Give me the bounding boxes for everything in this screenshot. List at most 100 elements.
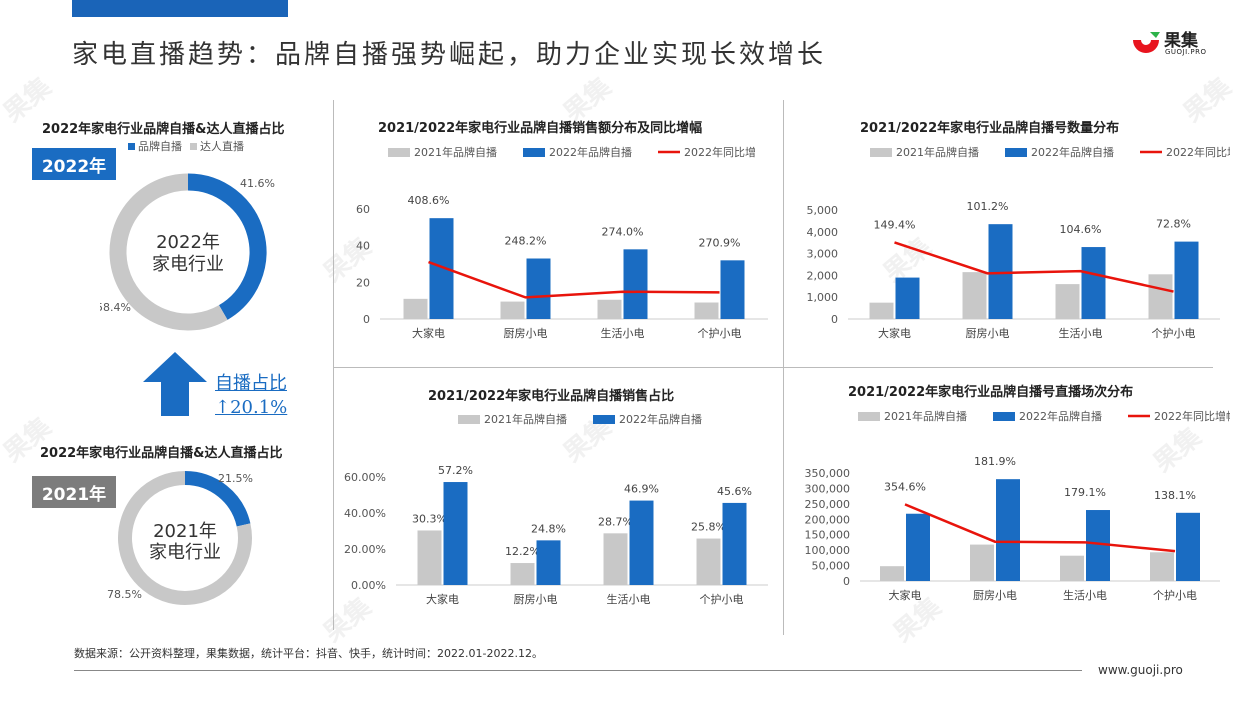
y-tick-label: 250,000 xyxy=(805,498,851,511)
bar xyxy=(906,513,930,581)
y-tick-label: 0 xyxy=(843,575,850,588)
x-tick-label: 厨房小电 xyxy=(973,589,1017,602)
footer-divider xyxy=(74,670,1082,671)
legend-label: 2021年品牌自播 xyxy=(484,412,567,426)
data-label: 25.8% xyxy=(691,521,726,534)
bar xyxy=(403,298,428,319)
x-tick-label: 个护小电 xyxy=(1152,326,1196,340)
bar xyxy=(597,299,622,319)
x-tick-label: 大家电 xyxy=(412,326,445,340)
page-title: 家电直播趋势：品牌自播强势崛起，助力企业实现长效增长 xyxy=(72,40,827,70)
chart-title: 2021/2022年家电行业品牌自播号直播场次分布 xyxy=(848,384,1133,400)
y-tick-label: 150,000 xyxy=(805,529,851,542)
bar xyxy=(720,260,745,319)
top-accent-bar xyxy=(72,0,288,17)
x-tick-label: 生活小电 xyxy=(1063,588,1107,602)
bar xyxy=(1150,552,1174,581)
bar xyxy=(1148,274,1173,319)
yoy-label: 181.9% xyxy=(974,455,1016,468)
year-badge-2022: 2022年 xyxy=(32,148,116,180)
divider xyxy=(333,367,1213,368)
y-tick-label: 40 xyxy=(356,240,370,253)
y-tick-label: 300,000 xyxy=(805,482,851,495)
bar xyxy=(623,249,648,319)
legend-swatch xyxy=(128,143,135,150)
x-tick-label: 个护小电 xyxy=(700,592,744,606)
yoy-label: 274.0% xyxy=(602,225,644,238)
share-line2: ↑20.1% xyxy=(215,397,288,418)
donut-2021-title: 2022年家电行业品牌自播&达人直播占比 xyxy=(40,446,283,461)
y-tick-label: 200,000 xyxy=(805,513,851,526)
legend-label: 品牌自播 xyxy=(138,139,182,153)
bar xyxy=(526,258,551,319)
x-tick-label: 大家电 xyxy=(426,592,459,606)
donut-2022-title: 2022年家电行业品牌自播&达人直播占比 xyxy=(42,122,285,137)
data-label: 12.2% xyxy=(505,545,540,558)
logo-text: 果集 xyxy=(1164,31,1198,51)
legend-label: 2022年品牌自播 xyxy=(619,412,702,426)
bar xyxy=(722,502,747,585)
bar xyxy=(443,482,468,585)
yoy-label: 354.6% xyxy=(884,480,926,493)
divider xyxy=(333,100,334,630)
self-broadcast-share-change: 自播占比 ↑20.1% xyxy=(215,372,287,420)
logo-subtext: GUOJI.PRO xyxy=(1165,48,1207,56)
y-tick-label: 40.00% xyxy=(344,507,386,520)
x-tick-label: 生活小电 xyxy=(601,326,645,340)
bar xyxy=(500,301,525,319)
data-label: 24.8% xyxy=(531,522,566,535)
legend-swatch xyxy=(858,412,880,421)
y-tick-label: 4,000 xyxy=(807,226,839,239)
bar xyxy=(1176,512,1200,581)
guoji-logo-icon xyxy=(1133,32,1160,53)
bar xyxy=(1174,241,1199,319)
donut-center-line1: 2021年 xyxy=(153,521,217,542)
bar xyxy=(536,540,561,585)
x-tick-label: 大家电 xyxy=(889,588,922,602)
bar xyxy=(869,302,894,319)
legend-label: 2021年品牌自播 xyxy=(414,145,497,159)
y-tick-label: 350,000 xyxy=(805,467,851,480)
bar xyxy=(603,533,628,585)
donut-center-line1: 2022年 xyxy=(156,232,220,253)
bar xyxy=(1081,247,1106,319)
donut-label-brand: 41.6% xyxy=(240,177,275,190)
donut-label-kol: 78.5% xyxy=(107,588,142,601)
bar xyxy=(1055,284,1080,319)
data-label: 57.2% xyxy=(438,464,473,477)
y-tick-label: 2,000 xyxy=(807,269,839,282)
legend-label: 2021年品牌自播 xyxy=(884,409,967,423)
legend-swatch xyxy=(993,412,1015,421)
legend-swatch xyxy=(458,415,480,424)
yoy-line xyxy=(894,241,1174,293)
yoy-label: 248.2% xyxy=(505,235,547,248)
data-label: 30.3% xyxy=(412,512,447,525)
legend-label: 2022年品牌自播 xyxy=(1019,409,1102,423)
y-tick-label: 20 xyxy=(356,276,370,289)
x-tick-label: 厨房小电 xyxy=(504,327,548,340)
bar xyxy=(996,479,1020,581)
bar xyxy=(417,530,442,585)
yoy-label: 104.6% xyxy=(1060,223,1102,236)
bar xyxy=(510,563,535,585)
legend-swatch xyxy=(523,148,545,157)
donut-2021: 2021年 家电行业 21.5% 78.5% xyxy=(107,471,253,605)
up-arrow-icon xyxy=(143,352,207,416)
bar xyxy=(696,538,721,585)
data-label: 45.6% xyxy=(717,485,752,498)
legend-swatch xyxy=(1005,148,1027,157)
y-tick-label: 100,000 xyxy=(805,544,851,557)
yoy-line xyxy=(904,503,1176,553)
bar xyxy=(1060,555,1084,581)
chart-title: 2021/2022年家电行业品牌自播销售占比 xyxy=(428,388,674,404)
share-line1: 自播占比 xyxy=(215,373,287,394)
legend-label: 2022年品牌自播 xyxy=(1031,145,1114,159)
sales-share-chart: 2021/2022年家电行业品牌自播销售占比 2021年品牌自播 2022年品牌自播… xyxy=(344,388,768,606)
legend-label: 2022年品牌自播 xyxy=(549,145,632,159)
legend-label: 2021年品牌自播 xyxy=(896,145,979,159)
bar xyxy=(694,302,719,319)
legend-label: 2022年同比增 xyxy=(684,145,756,159)
data-source-note: 数据来源：公开资料整理，果集数据，统计平台：抖音、快手，统计时间：2022.01… xyxy=(74,647,543,660)
legend-swatch xyxy=(593,415,615,424)
x-tick-label: 生活小电 xyxy=(1059,326,1103,340)
